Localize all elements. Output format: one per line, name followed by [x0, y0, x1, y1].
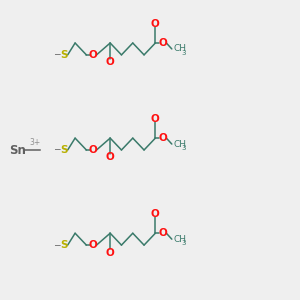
Text: O: O [151, 209, 160, 219]
Text: −: − [52, 50, 60, 58]
Text: O: O [158, 38, 167, 48]
Text: CH: CH [173, 140, 186, 148]
Text: CH: CH [173, 44, 186, 53]
Text: 3: 3 [182, 240, 186, 246]
Text: Sn: Sn [9, 143, 26, 157]
Text: S: S [60, 240, 68, 250]
Text: −: − [52, 240, 60, 249]
Text: O: O [151, 114, 160, 124]
Text: CH: CH [173, 235, 186, 244]
Text: 3+: 3+ [30, 138, 41, 147]
Text: 3: 3 [182, 145, 186, 151]
Text: O: O [106, 248, 115, 257]
Text: S: S [60, 145, 68, 155]
Text: O: O [88, 240, 97, 250]
Text: O: O [106, 57, 115, 67]
Text: 3: 3 [182, 50, 186, 56]
Text: O: O [106, 152, 115, 162]
Text: −: − [52, 145, 60, 154]
Text: O: O [158, 228, 167, 238]
Text: O: O [88, 145, 97, 155]
Text: O: O [151, 19, 160, 29]
Text: O: O [88, 50, 97, 60]
Text: S: S [60, 50, 68, 60]
Text: O: O [158, 133, 167, 143]
